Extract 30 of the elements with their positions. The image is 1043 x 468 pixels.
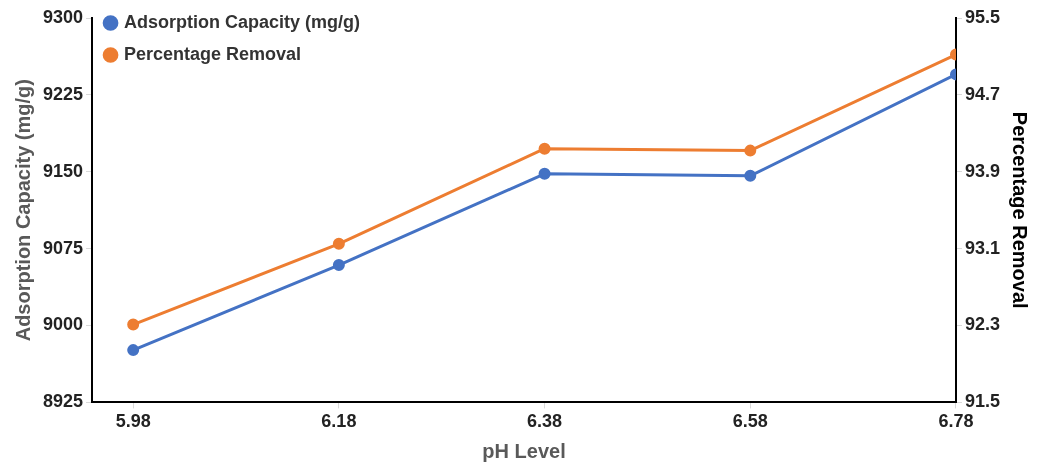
legend-label: Adsorption Capacity (mg/g) [124, 11, 361, 32]
point [127, 344, 140, 357]
y2-tick-label: 92.3 [964, 314, 1001, 335]
x-tick-label: 6.78 [938, 411, 974, 432]
legend-label: Percentage Removal [124, 43, 302, 64]
y-axis-title: Adsorption Capacity (mg/g) [11, 79, 34, 342]
y2-tick-label: 95.5 [964, 6, 1001, 27]
y2-tick-label: 94.7 [964, 83, 1001, 104]
y-tick-label: 9150 [43, 160, 84, 181]
y-tick-label: 9300 [43, 6, 84, 27]
y2-axis-title: Percentage Removal [1009, 111, 1032, 309]
y-tick-label: 9000 [43, 314, 84, 335]
y-tick-label: 9075 [43, 237, 84, 258]
x-tick-label: 5.98 [115, 411, 151, 432]
point [538, 142, 551, 155]
point [127, 318, 140, 331]
point [332, 237, 345, 250]
point [538, 167, 551, 180]
x-tick-label: 6.38 [527, 411, 563, 432]
y-tick-label: 8925 [43, 391, 84, 412]
x-axis-title: pH Level [482, 439, 566, 462]
point [744, 144, 757, 157]
point [332, 259, 345, 272]
y2-tick-label: 91.5 [964, 391, 1001, 412]
y-tick-label: 9225 [43, 83, 84, 104]
x-tick-label: 6.18 [321, 411, 357, 432]
y2-tick-label: 93.9 [964, 160, 1001, 181]
x-tick-label: 6.58 [732, 411, 768, 432]
y2-tick-label: 93.1 [964, 237, 1001, 258]
point [744, 169, 757, 182]
